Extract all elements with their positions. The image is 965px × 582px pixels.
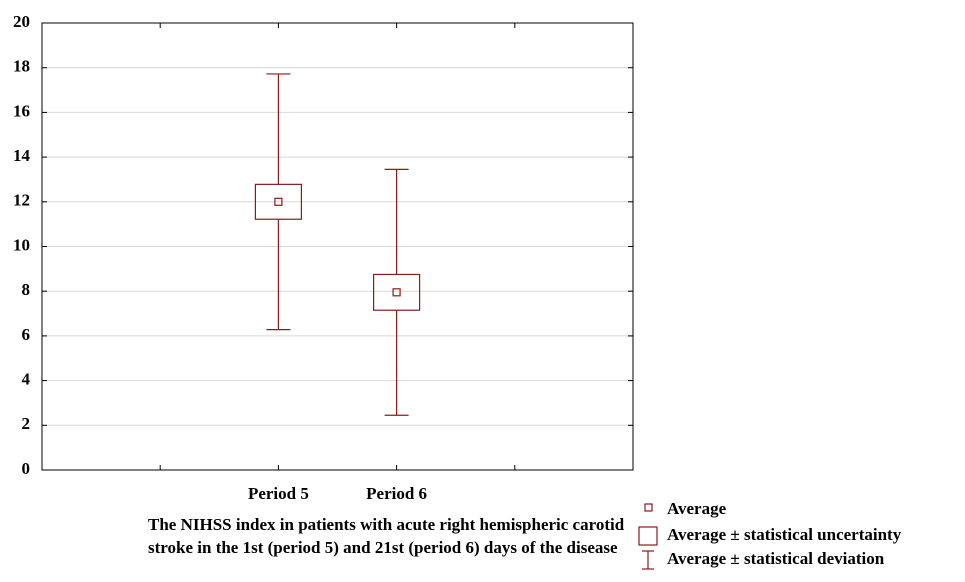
- legend-symbol: [638, 526, 658, 546]
- box: [254, 183, 302, 220]
- y-tick-label: 10: [13, 235, 30, 254]
- x-tick-label: Period 5: [248, 484, 309, 503]
- y-tick-label: 18: [13, 57, 30, 76]
- mean-marker: [274, 197, 283, 206]
- x-tick-label: Period 6: [366, 484, 427, 503]
- legend-label: Average: [667, 499, 727, 518]
- legend-label: Average ± statistical deviation: [667, 549, 885, 568]
- plot-frame: [41, 22, 634, 471]
- chart-caption: The NIHSS index in patients with acute r…: [148, 515, 625, 557]
- y-tick-label: 6: [22, 325, 31, 344]
- y-tick-label: 2: [22, 414, 31, 433]
- y-tick-label: 14: [13, 146, 31, 165]
- y-tick-label: 16: [13, 101, 30, 120]
- legend-label: Average ± statistical uncertainty: [667, 525, 902, 544]
- y-tick-label: 4: [22, 370, 31, 389]
- y-tick-label: 20: [13, 12, 30, 31]
- mean-marker: [392, 288, 401, 297]
- y-tick-label: 8: [22, 280, 31, 299]
- y-tick-label: 12: [13, 191, 30, 210]
- box: [373, 273, 421, 311]
- legend-symbol: [644, 503, 653, 512]
- y-tick-label: 0: [22, 459, 31, 478]
